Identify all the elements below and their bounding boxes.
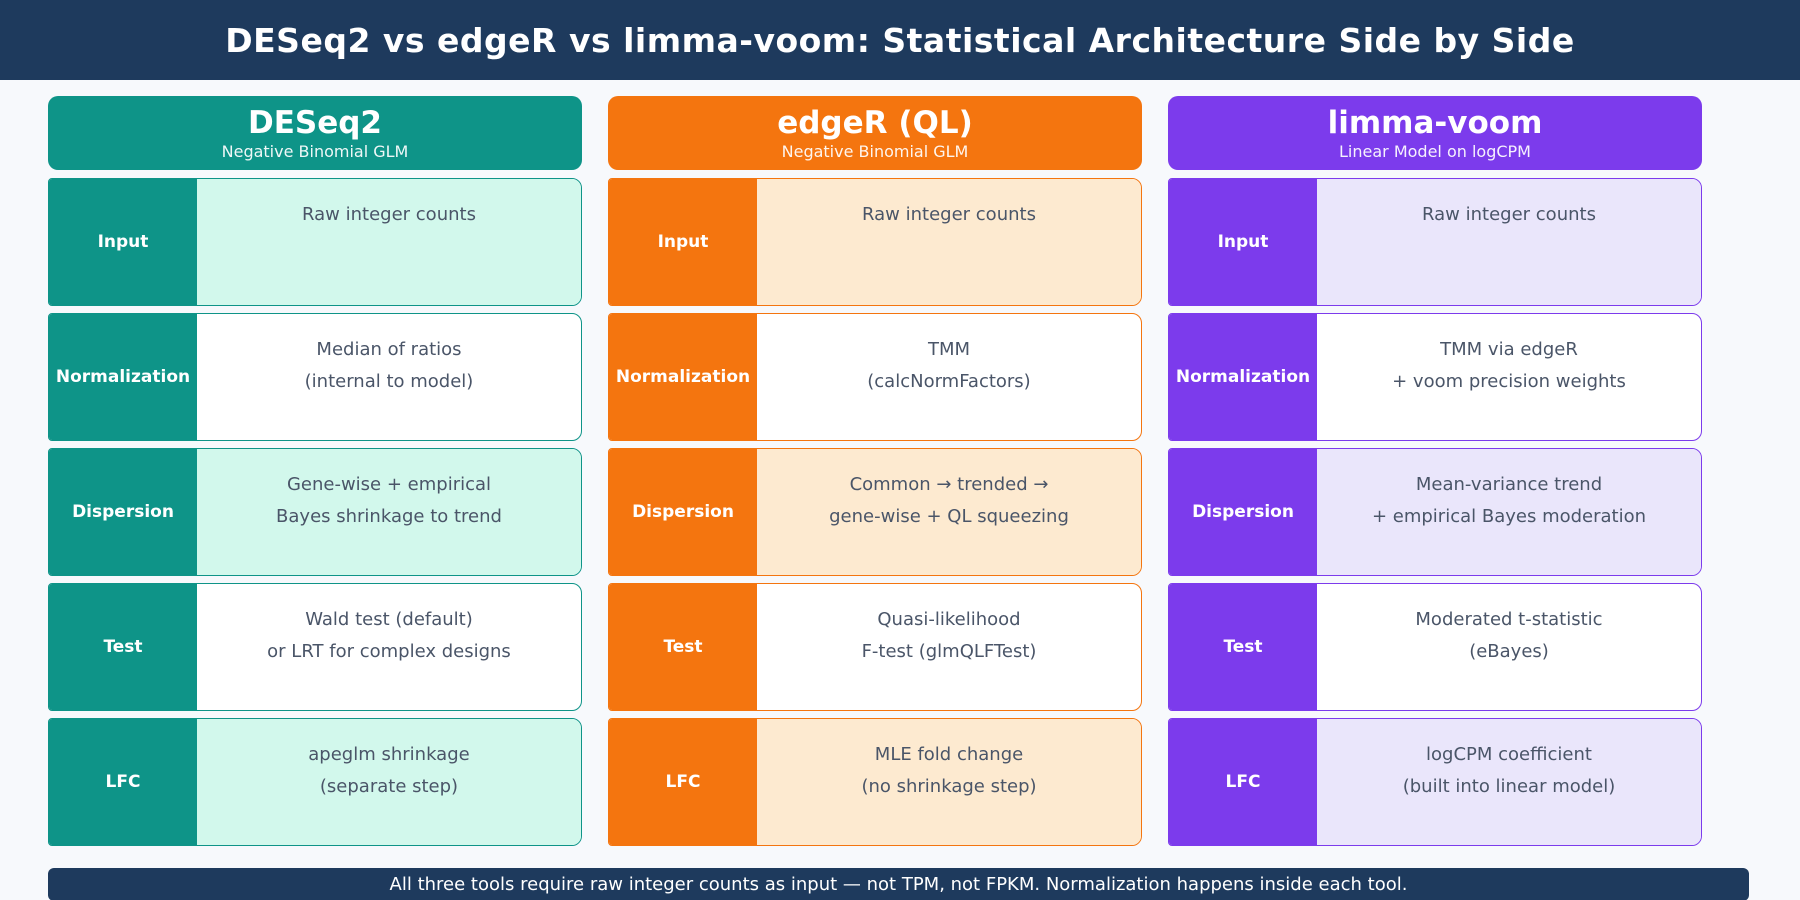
stage-content-line: Raw integer counts — [1422, 204, 1596, 225]
stage-content-line: Wald test (default) — [305, 609, 473, 630]
stage-label: LFC — [609, 719, 757, 845]
stage-content-line: (eBayes) — [1469, 641, 1549, 662]
column-edger: edgeR (QL) Negative Binomial GLM Input R… — [608, 96, 1142, 853]
stage-content: Mean-variance trend + empirical Bayes mod… — [1317, 449, 1701, 575]
stage-row-input: Input Raw integer counts — [1168, 178, 1702, 306]
stage-label: Input — [49, 179, 197, 305]
stage-content: Median of ratios (internal to model) — [197, 314, 581, 440]
column-subtitle: Negative Binomial GLM — [221, 141, 409, 161]
stage-row-normalization: Normalization TMM via edgeR + voom precis… — [1168, 313, 1702, 441]
column-rows: Input Raw integer counts Normalization M… — [48, 178, 582, 846]
stage-content-line: logCPM coefficient — [1426, 744, 1592, 765]
stage-row-dispersion: Dispersion Common → trended → gene-wise +… — [608, 448, 1142, 576]
stage-row-normalization: Normalization TMM (calcNormFactors) — [608, 313, 1142, 441]
stage-content-line: Moderated t-statistic — [1415, 609, 1603, 630]
stage-row-lfc: LFC apeglm shrinkage (separate step) — [48, 718, 582, 846]
column-deseq2: DESeq2 Negative Binomial GLM Input Raw i… — [48, 96, 582, 853]
stage-row-dispersion: Dispersion Gene-wise + empirical Bayes sh… — [48, 448, 582, 576]
stage-content-line: Bayes shrinkage to trend — [276, 506, 502, 527]
stage-label: LFC — [1169, 719, 1317, 845]
stage-row-input: Input Raw integer counts — [608, 178, 1142, 306]
stage-content-line: Common → trended → — [849, 474, 1049, 495]
stage-content: Moderated t-statistic (eBayes) — [1317, 584, 1701, 710]
stage-content-line: TMM via edgeR — [1440, 339, 1578, 360]
column-header: limma-voom Linear Model on logCPM — [1168, 96, 1702, 170]
stage-content: TMM (calcNormFactors) — [757, 314, 1141, 440]
stage-row-test: Test Quasi-likelihood F-test (glmQLFTest) — [608, 583, 1142, 711]
stage-label: Test — [609, 584, 757, 710]
stage-row-test: Test Moderated t-statistic (eBayes) — [1168, 583, 1702, 711]
stage-label: Normalization — [609, 314, 757, 440]
stage-label: Test — [1169, 584, 1317, 710]
stage-content: logCPM coefficient (built into linear mod… — [1317, 719, 1701, 845]
column-rows: Input Raw integer counts Normalization T… — [1168, 178, 1702, 846]
stage-content: Raw integer counts — [197, 179, 581, 305]
stage-label: Input — [609, 179, 757, 305]
column-title: DESeq2 — [247, 104, 383, 141]
stage-content-line: (internal to model) — [304, 371, 474, 392]
stage-content-line: apeglm shrinkage — [308, 744, 470, 765]
page-title: DESeq2 vs edgeR vs limma-voom: Statistic… — [225, 20, 1575, 60]
stage-content: Common → trended → gene-wise + QL squeezi… — [757, 449, 1141, 575]
stage-content-line: (separate step) — [319, 776, 459, 797]
stage-content-line: MLE fold change — [874, 744, 1024, 765]
column-title: edgeR (QL) — [777, 104, 973, 141]
stage-content: Gene-wise + empirical Bayes shrinkage to … — [197, 449, 581, 575]
column-subtitle: Negative Binomial GLM — [781, 141, 969, 161]
stage-content: Quasi-likelihood F-test (glmQLFTest) — [757, 584, 1141, 710]
stage-content-line: (no shrinkage step) — [861, 776, 1037, 797]
stage-label: Dispersion — [1169, 449, 1317, 575]
stage-label: Normalization — [49, 314, 197, 440]
columns-container: DESeq2 Negative Binomial GLM Input Raw i… — [0, 80, 1800, 853]
stage-content-line: (built into linear model) — [1402, 776, 1616, 797]
header-bar: DESeq2 vs edgeR vs limma-voom: Statistic… — [0, 0, 1800, 80]
stage-label: Normalization — [1169, 314, 1317, 440]
stage-label: Dispersion — [49, 449, 197, 575]
stage-row-dispersion: Dispersion Mean-variance trend + empirica… — [1168, 448, 1702, 576]
stage-content: apeglm shrinkage (separate step) — [197, 719, 581, 845]
column-limma-voom: limma-voom Linear Model on logCPM Input … — [1168, 96, 1702, 853]
stage-row-lfc: LFC MLE fold change (no shrinkage step) — [608, 718, 1142, 846]
stage-content-line: Gene-wise + empirical — [286, 474, 492, 495]
stage-content-line: Mean-variance trend — [1415, 474, 1603, 495]
footer-note-text: All three tools require raw integer coun… — [389, 874, 1408, 895]
column-title: limma-voom — [1327, 104, 1543, 141]
stage-row-lfc: LFC logCPM coefficient (built into linear… — [1168, 718, 1702, 846]
stage-content-line: Raw integer counts — [302, 204, 476, 225]
stage-label: Input — [1169, 179, 1317, 305]
stage-content: Wald test (default) or LRT for complex de… — [197, 584, 581, 710]
column-subtitle: Linear Model on logCPM — [1339, 141, 1531, 161]
stage-content-line: + voom precision weights — [1392, 371, 1626, 392]
stage-content-line: + empirical Bayes moderation — [1371, 506, 1647, 527]
column-header: DESeq2 Negative Binomial GLM — [48, 96, 582, 170]
stage-label: Test — [49, 584, 197, 710]
column-header: edgeR (QL) Negative Binomial GLM — [608, 96, 1142, 170]
stage-content: TMM via edgeR + voom precision weights — [1317, 314, 1701, 440]
stage-content-line: gene-wise + QL squeezing — [829, 506, 1069, 527]
stage-content: Raw integer counts — [1317, 179, 1701, 305]
stage-row-normalization: Normalization Median of ratios (internal … — [48, 313, 582, 441]
stage-row-input: Input Raw integer counts — [48, 178, 582, 306]
stage-content-line: F-test (glmQLFTest) — [861, 641, 1037, 662]
stage-content: MLE fold change (no shrinkage step) — [757, 719, 1141, 845]
stage-content: Raw integer counts — [757, 179, 1141, 305]
stage-content-line: TMM — [927, 339, 971, 360]
column-rows: Input Raw integer counts Normalization T… — [608, 178, 1142, 846]
stage-content-line: or LRT for complex designs — [267, 641, 511, 662]
stage-label: LFC — [49, 719, 197, 845]
stage-label: Dispersion — [609, 449, 757, 575]
stage-content-line: (calcNormFactors) — [867, 371, 1031, 392]
footer-note-bar: All three tools require raw integer coun… — [48, 868, 1749, 900]
stage-content-line: Median of ratios — [316, 339, 462, 360]
stage-content-line: Raw integer counts — [862, 204, 1036, 225]
stage-row-test: Test Wald test (default) or LRT for compl… — [48, 583, 582, 711]
stage-content-line: Quasi-likelihood — [877, 609, 1021, 630]
